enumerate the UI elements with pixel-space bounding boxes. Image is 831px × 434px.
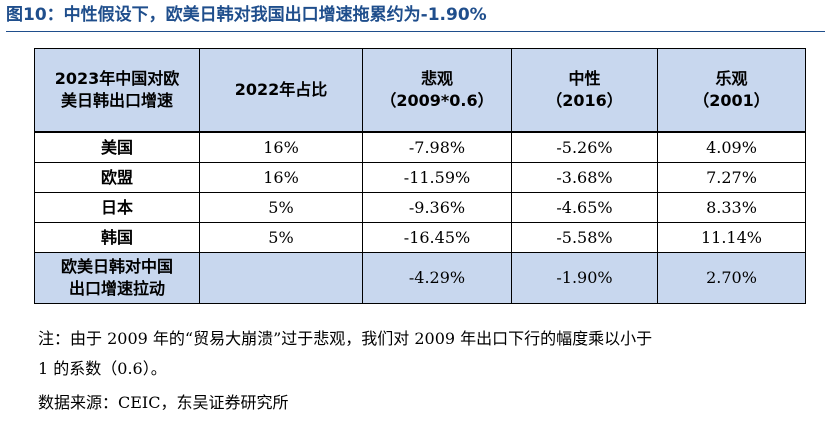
row-label: 欧盟	[34, 162, 200, 193]
header-pessimistic: 悲观 （2009*0.6）	[362, 48, 512, 133]
table-row: 欧盟 16% -11.59% -3.68% 7.27%	[34, 162, 806, 193]
figure-title: 图10：中性假设下，欧美日韩对我国出口增速拖累约为-1.90%	[6, 5, 487, 25]
row-neutral: -5.58%	[511, 222, 658, 253]
header-scenario-label: 2023年中国对欧 美日韩出口增速	[34, 48, 200, 133]
header-col0-line1: 2023年中国对欧	[54, 69, 180, 88]
row-optimistic: 7.27%	[657, 162, 806, 193]
header-col4-line2: （2001）	[693, 91, 770, 110]
total-label-line1: 欧美日韩对中国	[60, 257, 173, 276]
header-col0-line2: 美日韩出口增速	[60, 91, 173, 110]
table-row: 韩国 5% -16.45% -5.58% 11.14%	[34, 222, 806, 253]
header-neutral: 中性 （2016）	[511, 48, 658, 133]
row-optimistic: 11.14%	[657, 222, 806, 253]
total-label-line2: 出口增速拉动	[68, 279, 165, 298]
footnote-line1: 注：由于 2009 年的“贸易大崩溃”过于悲观，我们对 2009 年出口下行的幅…	[38, 329, 653, 348]
row-label: 韩国	[34, 222, 200, 253]
row-pessimistic: -9.36%	[362, 192, 512, 223]
header-optimistic: 乐观 （2001）	[657, 48, 806, 133]
row-neutral: -3.68%	[511, 162, 658, 193]
header-col4-line1: 乐观	[715, 69, 748, 88]
row-label: 美国	[34, 131, 200, 163]
row-share: 16%	[199, 162, 363, 193]
header-col3-line2: （2016）	[546, 91, 623, 110]
table-row: 美国 16% -7.98% -5.26% 4.09%	[34, 131, 806, 163]
row-pessimistic: -16.45%	[362, 222, 512, 253]
total-label: 欧美日韩对中国 出口增速拉动	[34, 252, 200, 304]
row-optimistic: 8.33%	[657, 192, 806, 223]
row-share: 5%	[199, 222, 363, 253]
total-share	[199, 252, 363, 304]
row-share: 16%	[199, 131, 363, 163]
row-pessimistic: -7.98%	[362, 131, 512, 163]
row-optimistic: 4.09%	[657, 131, 806, 163]
row-share: 5%	[199, 192, 363, 223]
total-neutral: -1.90%	[511, 252, 658, 304]
footnote-line2: 1 的系数（0.6）。	[38, 359, 167, 378]
total-optimistic: 2.70%	[657, 252, 806, 304]
data-source: 数据来源：CEIC，东吴证券研究所	[38, 393, 289, 412]
row-neutral: -4.65%	[511, 192, 658, 223]
table-header-row: 2023年中国对欧 美日韩出口增速 2022年占比 悲观 （2009*0.6） …	[34, 48, 806, 133]
header-share: 2022年占比	[199, 48, 363, 133]
row-pessimistic: -11.59%	[362, 162, 512, 193]
header-col3-line1: 中性	[568, 69, 601, 88]
header-col2-line2: （2009*0.6）	[380, 91, 494, 110]
table-row: 日本 5% -9.36% -4.65% 8.33%	[34, 192, 806, 223]
row-neutral: -5.26%	[511, 131, 658, 163]
export-growth-table: 2023年中国对欧 美日韩出口增速 2022年占比 悲观 （2009*0.6） …	[34, 48, 806, 304]
row-label: 日本	[34, 192, 200, 223]
header-col2-line1: 悲观	[420, 69, 453, 88]
table-total-row: 欧美日韩对中国 出口增速拉动 -4.29% -1.90% 2.70%	[34, 252, 806, 304]
total-pessimistic: -4.29%	[362, 252, 512, 304]
title-divider	[6, 31, 825, 32]
